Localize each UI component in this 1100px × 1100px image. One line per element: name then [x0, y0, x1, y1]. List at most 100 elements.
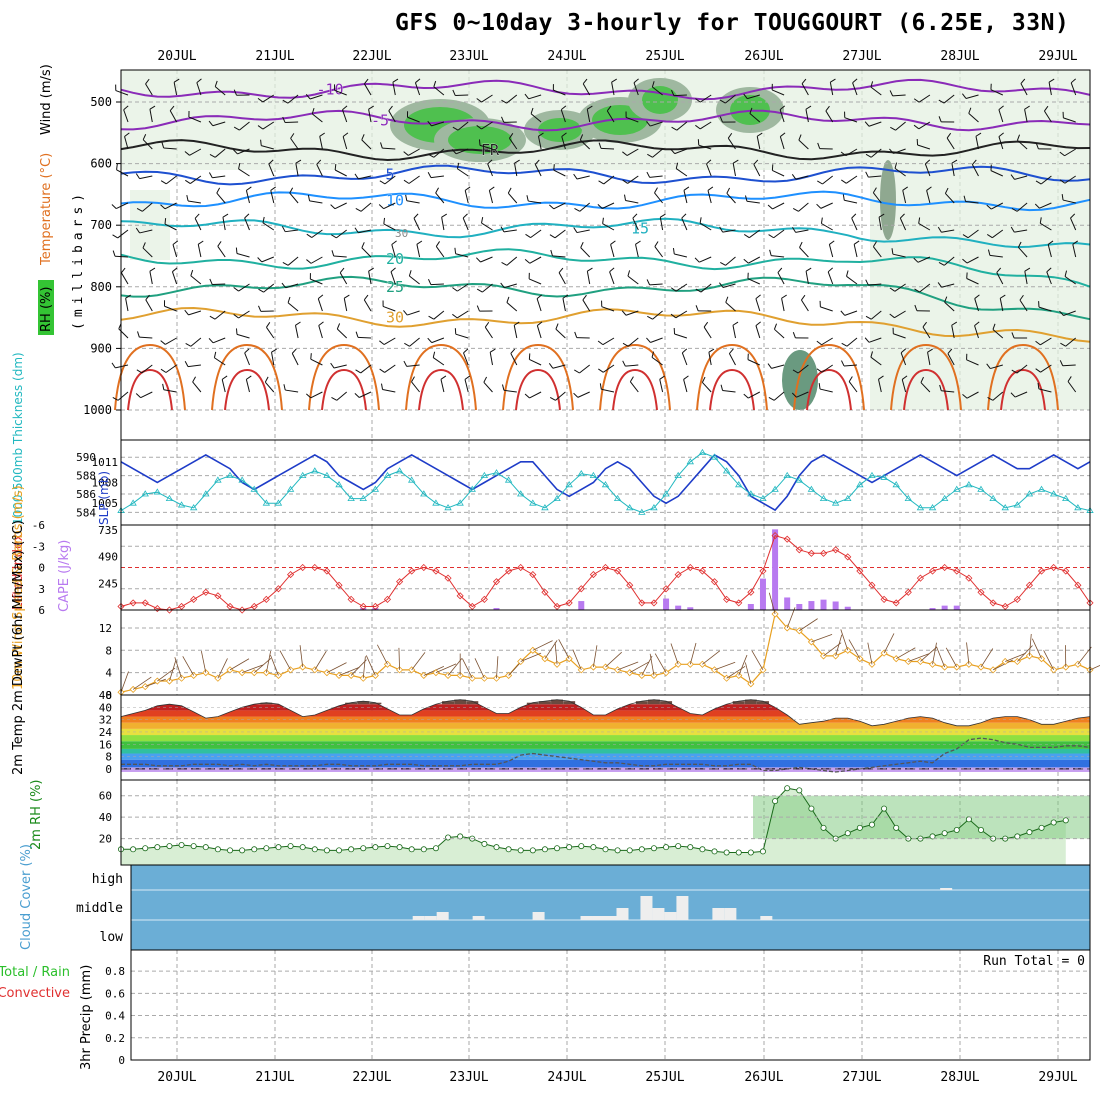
thickness-point: [1062, 494, 1070, 501]
wind-barb: [237, 148, 250, 155]
wind-barb-flag: [258, 305, 262, 312]
wind-barb-flag: [681, 348, 688, 354]
pressure-tick-label: 1000: [83, 403, 112, 417]
date-label-bottom: 23JUL: [449, 1070, 488, 1085]
wind-barb: [480, 256, 493, 263]
surface-wind-barb: [398, 647, 400, 670]
wind-barb-flag: [1064, 270, 1068, 277]
thickness-point: [323, 471, 331, 478]
wind-barb: [553, 89, 566, 96]
rh-contour-label: 30: [395, 227, 408, 240]
wind-barb: [941, 229, 955, 233]
rh-tick-label: 60: [99, 790, 112, 803]
wind-barb-flag: [768, 397, 775, 401]
wind-barb: [514, 163, 518, 177]
wind-barb: [747, 359, 761, 366]
wind-barb-flag: [222, 213, 229, 218]
wind-barb-flag: [938, 116, 942, 123]
wind-barb-flag: [817, 142, 821, 149]
wind-barb: [917, 144, 931, 150]
thickness-point: [1025, 490, 1034, 497]
surface-wind-barb: [786, 607, 796, 629]
thickness-point: [771, 485, 779, 492]
pressure-tick-label: 800: [90, 280, 112, 294]
wind-barb-flag: [403, 179, 410, 184]
temp-cap: [466, 701, 479, 705]
wind-barb-flag: [173, 78, 180, 83]
slp-ylabel-group-right: SLP (mb): [97, 471, 111, 525]
panel-border: [130, 949, 1091, 1061]
wind-barb-flag: [587, 105, 593, 110]
wind-barb-flag: [944, 187, 949, 194]
temperature-contour-label: 5: [385, 166, 394, 184]
precip-tick-label: 0.8: [105, 965, 125, 978]
rh-point: [541, 846, 548, 853]
wind-barb-flag: [769, 249, 772, 256]
wind-barb-flag: [464, 375, 471, 380]
wind-barb: [920, 382, 931, 393]
wind-barb-flag: [355, 208, 362, 212]
thickness-tick-label: 586: [76, 488, 96, 501]
surface-wind-barb: [654, 653, 667, 673]
thickness-point: [904, 494, 913, 501]
wind-barb: [800, 299, 809, 312]
wind-barb: [433, 148, 445, 158]
wind-barb-flag: [125, 294, 131, 299]
date-label-bottom: 28JUL: [940, 1070, 979, 1085]
wind-barb-flag: [282, 116, 286, 123]
thickness-point: [129, 499, 137, 506]
wind-barb: [171, 271, 178, 285]
wind-barb: [1064, 276, 1076, 285]
wind-barb: [487, 163, 493, 177]
wind-barb: [748, 256, 761, 264]
lifted-index-point: [202, 588, 210, 596]
thickness-point: [928, 504, 937, 511]
temp-cap: [756, 701, 769, 705]
wind-barb-flag: [135, 227, 141, 234]
wind-barb-flag: [388, 105, 393, 112]
thickness-point: [1074, 504, 1082, 511]
lifted-index-point: [747, 588, 755, 596]
wind-barb: [141, 364, 153, 374]
wind-barb-flag: [476, 125, 482, 130]
temp-color-band: [121, 759, 1090, 768]
wind-barb: [214, 357, 226, 366]
hot-contour: [321, 368, 367, 411]
wind-barb-flag: [694, 257, 700, 263]
wind-barb-flag: [1059, 151, 1065, 157]
wind-barb-flag: [1035, 143, 1039, 149]
wind-barb: [998, 109, 1004, 123]
wind-barb-flag: [1072, 240, 1079, 245]
wind-barb-flag: [262, 216, 265, 223]
wind-barb-flag: [791, 392, 797, 398]
lifted-index-point: [1050, 563, 1058, 572]
wind-barb-flag: [415, 78, 421, 84]
rh-point: [1062, 817, 1069, 824]
wind-barb-flag: [574, 369, 580, 374]
wind-barb-flag: [509, 133, 514, 139]
wind-barb-flag: [902, 186, 908, 191]
temp-cap: [635, 701, 648, 705]
wind-barb: [844, 199, 858, 204]
wind-barb: [482, 283, 493, 293]
wind-barb: [966, 359, 979, 366]
wind-barb-flag: [1016, 134, 1021, 141]
wind-barb-flag: [318, 321, 324, 326]
wind-barb-flag: [848, 376, 853, 382]
wind-barb: [342, 136, 348, 150]
wind-barb: [844, 117, 858, 123]
wind-barb: [145, 83, 153, 96]
wind-barb: [238, 310, 250, 319]
wind-barb: [992, 229, 1004, 239]
wind-barb-flag: [561, 132, 567, 137]
wind-barb: [187, 364, 201, 368]
surface-wind-barb: [992, 659, 1013, 671]
wind-barb-flag: [753, 159, 759, 165]
surface-wind-barb: [1031, 638, 1042, 659]
wind-barb: [917, 256, 931, 263]
wind-barb-flag: [354, 392, 360, 398]
wind-barb-flag: [190, 269, 194, 276]
rh-point: [214, 846, 221, 853]
wind-barb: [440, 379, 445, 393]
wind-barb: [990, 170, 1004, 177]
